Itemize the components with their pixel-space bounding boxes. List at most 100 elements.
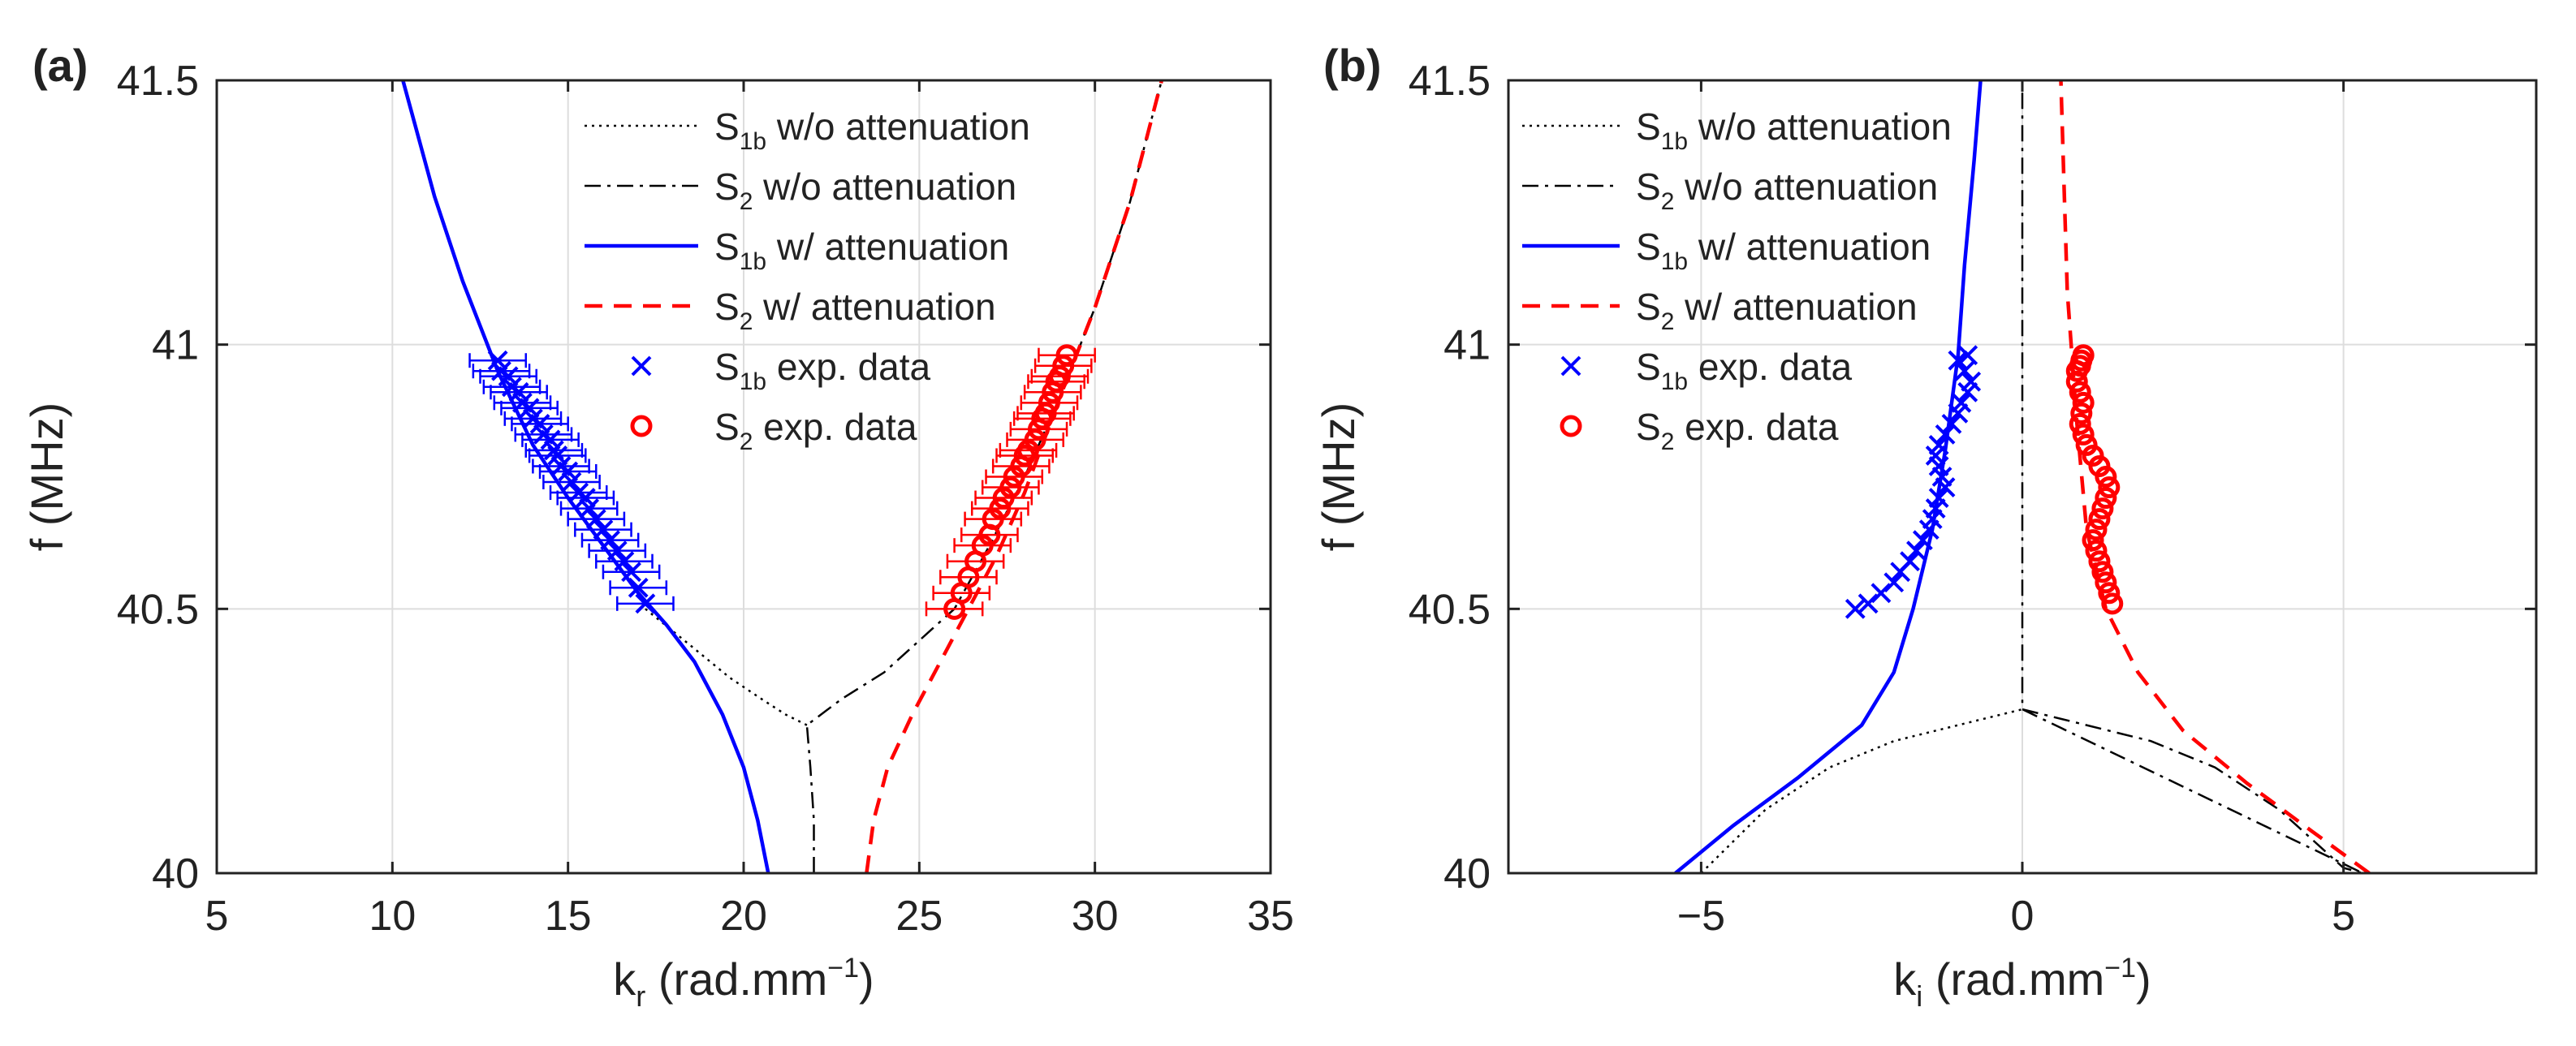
legend-label: S1b exp. data [714,346,931,395]
o-marker [1055,344,1078,367]
x-tick-label: 35 [1247,893,1294,940]
o-marker [989,497,1012,520]
o-marker [2069,412,2091,435]
legend-label: S1b w/ attenuation [714,226,1009,275]
x-marker [1906,540,1927,562]
o-marker [2098,582,2121,605]
legend: S1b w/o attenuation S2 w/o attenuation S1b… [1522,105,1952,455]
legend-x-marker [631,355,652,377]
x-marker [1961,371,1982,392]
series-line [2059,80,2371,873]
y-tick-label: 41.5 [1409,58,1491,105]
legend-item: S2 w/o attenuation [1522,166,1938,215]
o-marker [1048,365,1071,388]
legend-label: S1b w/ attenuation [1636,226,1931,275]
x-marker [1883,572,1905,593]
x-marker [1935,424,1956,445]
legend-item: S1b w/o attenuation [1522,105,1952,155]
o-marker [999,476,1022,499]
legend-item: S2 exp. data [630,406,917,455]
x-tick-label: 15 [545,893,592,940]
legend-item: S1b w/ attenuation [1522,226,1931,275]
x-tick-label: 0 [2011,893,2034,940]
x-marker [606,540,628,562]
x-marker [487,350,508,371]
o-marker [2088,550,2111,573]
o-marker [2095,571,2117,594]
panel-label: (b) [1323,40,1382,91]
series-line [1700,708,2023,873]
o-marker [2101,592,2124,615]
o-marker [1034,402,1057,424]
y-tick-label: 40 [152,850,199,897]
legend-item: S1b exp. data [631,346,931,395]
x-marker [1957,345,1978,366]
x-marker [1900,551,1920,572]
legend-item: S1b w/o attenuation [585,105,1030,155]
legend-label: S1b w/o attenuation [1636,105,1952,155]
legend-label: S2 w/o attenuation [1636,166,1938,215]
o-marker [1024,428,1046,451]
o-marker [2085,540,2108,562]
y-tick-label: 41 [1443,322,1491,369]
legend-label: S2 exp. data [1636,406,1839,455]
y-tick-label: 40.5 [1409,586,1491,633]
x-marker [1951,392,1972,413]
legend-o-marker [630,415,653,437]
x-marker [1912,530,1933,551]
x-marker [621,562,641,583]
x-marker [568,482,589,503]
x-tick-label: 5 [2332,893,2355,940]
legend-x-marker [1560,355,1581,377]
series-group [401,80,1164,873]
x-tick-label: 30 [1072,893,1119,940]
legend-item: S1b w/ attenuation [585,226,1009,275]
x-tick-label: 10 [369,893,416,940]
x-marker [628,577,649,598]
o-marker [2091,497,2114,520]
x-marker [1954,360,1975,381]
x-tick-label: 5 [205,893,229,940]
legend-label: S2 w/o attenuation [714,166,1016,215]
legend-label: S1b exp. data [1636,346,1853,395]
x-tick-label: −5 [1677,893,1725,940]
legend-item: S2 w/ attenuation [585,286,996,335]
o-marker [2088,508,2111,531]
panel-a: 5 10 15 20 25 30 35 40 40.5 41 41.5 kr (rad.mm−1) f … [21,40,1294,1013]
y-tick-label: 41 [152,322,199,369]
series-line [1674,80,1983,873]
o-marker [2098,476,2121,499]
o-marker [2072,344,2095,367]
y-axis-label: f (MHz) [21,402,72,552]
x-tick-label: 25 [895,893,943,940]
x-marker [585,509,606,530]
x-marker [635,593,656,614]
legend-label: S1b w/o attenuation [714,105,1030,155]
panel-b: −5 0 5 40 40.5 41 41.5 ki (rad.mm−1) f (MHz) (b) S… [1313,40,2538,1013]
o-marker [2069,381,2091,403]
o-marker [2095,487,2117,510]
o-marker [2072,423,2095,446]
legend-item: S1b exp. data [1560,346,1853,395]
series-markers [1845,345,1982,619]
series-group [1674,80,2371,873]
o-marker [2070,402,2093,424]
legend-item: S2 w/ attenuation [1522,286,1918,335]
series-markers [2065,344,2124,615]
y-tick-label: 41.5 [117,58,199,105]
o-marker [2082,529,2104,552]
y-tick-label: 40 [1443,850,1491,897]
legend: S1b w/o attenuation S2 w/o attenuation S1b… [585,105,1030,455]
legend-item: S2 exp. data [1560,406,1839,455]
legend-label: S2 w/ attenuation [714,286,996,335]
series-markers [468,350,675,614]
o-marker [1038,391,1060,414]
x-marker [1928,488,1949,508]
series-line [401,80,770,873]
o-marker [2091,561,2114,583]
series-line [2021,80,2363,873]
legend-o-marker [1560,415,1582,437]
x-marker [1928,435,1949,455]
legend-label: S2 w/ attenuation [1636,286,1918,335]
